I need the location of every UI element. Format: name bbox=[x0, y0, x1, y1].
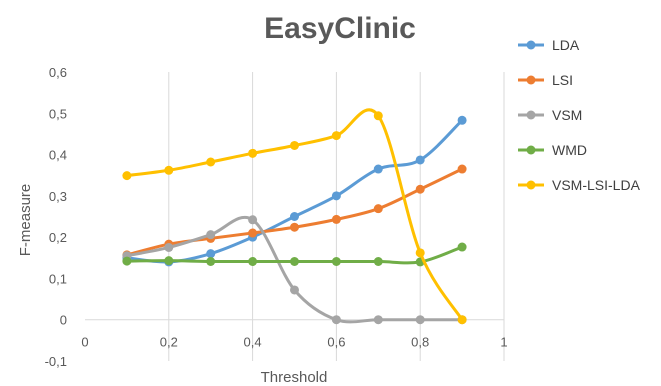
data-point bbox=[331, 315, 341, 325]
y-tick-label: -0,1 bbox=[45, 354, 67, 369]
data-point bbox=[290, 285, 299, 295]
x-tick-label: 0 bbox=[81, 335, 88, 350]
series-line bbox=[125, 167, 464, 257]
x-axis-label: Threshold bbox=[261, 369, 328, 386]
data-point bbox=[248, 257, 258, 267]
data-point bbox=[373, 257, 383, 267]
x-tick-label: 0,4 bbox=[244, 335, 262, 350]
legend-label: WMD bbox=[552, 142, 587, 158]
series-wmd bbox=[122, 242, 467, 267]
series-line bbox=[125, 108, 464, 322]
data-point bbox=[373, 111, 383, 121]
data-point bbox=[457, 315, 467, 325]
data-point bbox=[206, 230, 216, 240]
data-point bbox=[290, 212, 299, 221]
y-tick-label: 0 bbox=[60, 313, 67, 328]
chart-title: EasyClinic bbox=[264, 12, 416, 45]
legend-entry: LSI bbox=[518, 72, 573, 88]
data-point bbox=[290, 257, 299, 267]
data-point bbox=[206, 257, 216, 267]
data-point bbox=[164, 242, 174, 252]
data-point bbox=[331, 191, 341, 201]
data-point bbox=[373, 315, 383, 325]
data-point bbox=[164, 165, 174, 175]
legend-label: LDA bbox=[552, 37, 580, 53]
data-point bbox=[415, 155, 425, 165]
legend-entry: LDA bbox=[518, 37, 580, 53]
legend-marker bbox=[526, 110, 536, 120]
data-point bbox=[206, 157, 216, 167]
data-point bbox=[290, 222, 299, 232]
axes: 0 0,2 0,4 0,6 0,8 1 -0,1 0 0,1 0,2 0,3 0,4 0,5 0,6 bbox=[45, 65, 508, 369]
y-tick-label: 0,5 bbox=[49, 106, 67, 121]
data-point bbox=[415, 184, 425, 194]
data-point bbox=[248, 148, 258, 158]
legend-marker bbox=[526, 40, 536, 50]
data-point bbox=[331, 131, 341, 141]
data-point bbox=[331, 214, 341, 224]
legend-entry: WMD bbox=[518, 142, 587, 158]
x-tick-label: 1 bbox=[500, 335, 507, 350]
data-point bbox=[122, 171, 132, 181]
y-tick-label: 0,4 bbox=[49, 148, 67, 163]
series-line bbox=[125, 216, 464, 324]
data-point bbox=[415, 315, 425, 325]
legend: LDA LSI VSM WMD VSM-LSI-LDA bbox=[518, 37, 641, 193]
data-point bbox=[457, 115, 467, 125]
y-tick-label: 0,1 bbox=[49, 271, 67, 286]
data-point bbox=[373, 164, 383, 174]
x-tick-label: 0,6 bbox=[327, 335, 345, 350]
series-group bbox=[122, 108, 467, 325]
data-point bbox=[331, 257, 341, 267]
x-tick-label: 0,2 bbox=[160, 335, 178, 350]
y-tick-label: 0,6 bbox=[49, 65, 67, 80]
legend-marker bbox=[526, 145, 536, 155]
legend-label: LSI bbox=[552, 72, 573, 88]
data-point bbox=[164, 256, 174, 266]
data-point bbox=[248, 228, 258, 238]
legend-entry: VSM bbox=[518, 107, 582, 123]
data-point bbox=[206, 249, 216, 259]
data-point bbox=[415, 248, 425, 258]
data-point bbox=[457, 164, 467, 174]
legend-label: VSM-LSI-LDA bbox=[552, 177, 641, 193]
x-tick-label: 0,8 bbox=[411, 335, 429, 350]
data-point bbox=[248, 215, 258, 225]
series-vsm bbox=[122, 215, 467, 325]
y-tick-label: 0,2 bbox=[49, 230, 67, 245]
data-point bbox=[457, 242, 467, 252]
y-tick-label: 0,3 bbox=[49, 189, 67, 204]
data-point bbox=[373, 204, 383, 214]
data-point bbox=[290, 140, 299, 150]
legend-marker bbox=[526, 180, 536, 190]
legend-entry: VSM-LSI-LDA bbox=[518, 177, 641, 193]
y-axis-label: F-measure bbox=[17, 184, 34, 257]
legend-marker bbox=[526, 75, 536, 85]
series-vsm-lsi-lda bbox=[122, 108, 467, 325]
legend-label: VSM bbox=[552, 107, 582, 123]
data-point bbox=[122, 256, 132, 266]
